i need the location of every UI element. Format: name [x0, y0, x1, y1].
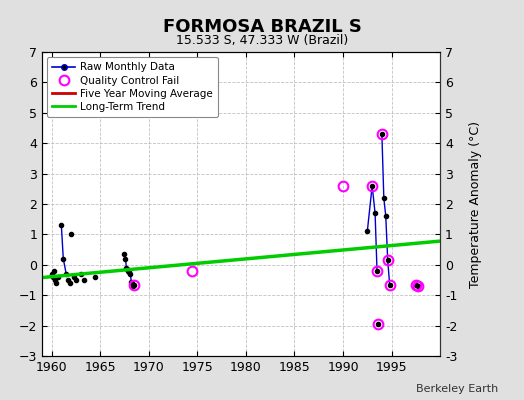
Text: FORMOSA BRAZIL S: FORMOSA BRAZIL S [162, 18, 362, 36]
Text: Berkeley Earth: Berkeley Earth [416, 384, 498, 394]
Legend: Raw Monthly Data, Quality Control Fail, Five Year Moving Average, Long-Term Tren: Raw Monthly Data, Quality Control Fail, … [47, 57, 219, 117]
Text: 15.533 S, 47.333 W (Brazil): 15.533 S, 47.333 W (Brazil) [176, 34, 348, 47]
Y-axis label: Temperature Anomaly (°C): Temperature Anomaly (°C) [468, 120, 482, 288]
